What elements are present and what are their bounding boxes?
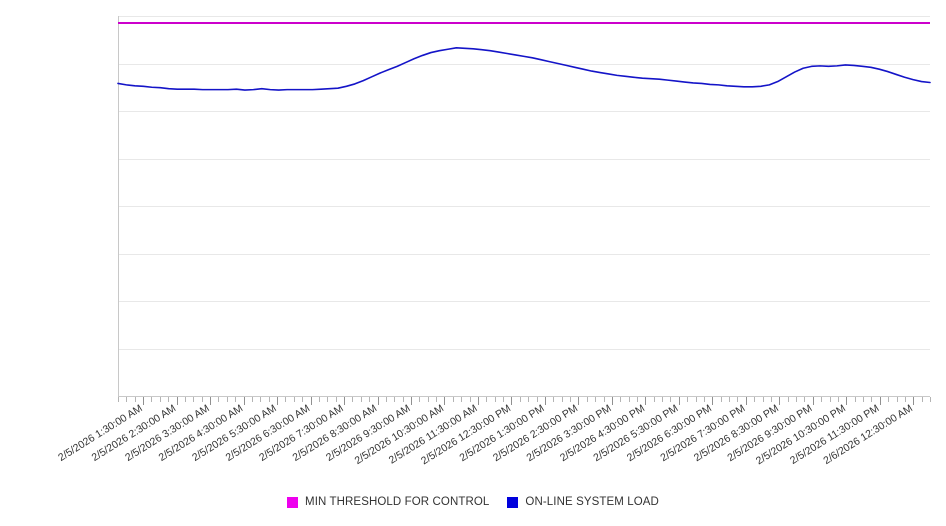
legend-label-min-threshold-for-control: MIN THRESHOLD FOR CONTROL	[305, 496, 490, 508]
x-axis-ticks	[118, 397, 931, 405]
series-group	[117, 22, 931, 91]
axis-group	[118, 16, 930, 397]
chart-legend: MIN THRESHOLD FOR CONTROL ON-LINE SYSTEM…	[0, 496, 946, 508]
legend-item-min-threshold-for-control[interactable]: MIN THRESHOLD FOR CONTROL	[287, 496, 489, 508]
gridlines-group	[118, 16, 930, 397]
legend-swatch-min-threshold-for-control	[287, 496, 299, 508]
legend-label-on-line-system-load: ON-LINE SYSTEM LOAD	[525, 496, 659, 508]
series-path-on-line-system-load	[117, 47, 931, 91]
legend-swatch-on-line-system-load	[507, 496, 519, 508]
x-axis-tick-labels: 2/5/2026 1:30:00 AM2/5/2026 2:30:00 AM2/…	[56, 402, 915, 467]
legend-item-on-line-system-load[interactable]: ON-LINE SYSTEM LOAD	[507, 496, 659, 508]
